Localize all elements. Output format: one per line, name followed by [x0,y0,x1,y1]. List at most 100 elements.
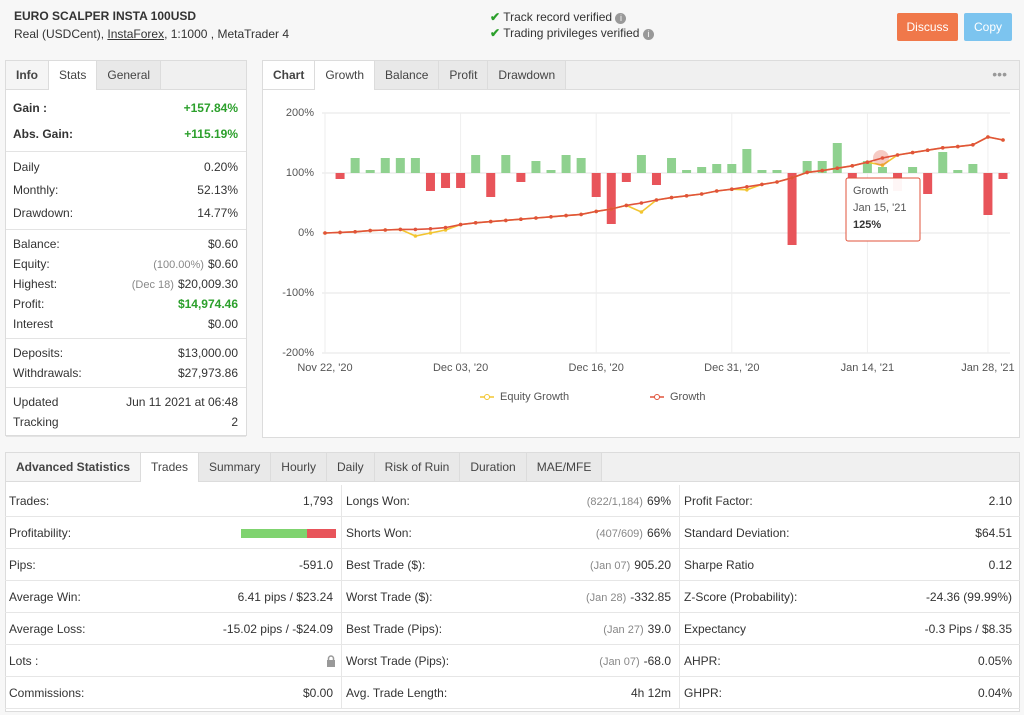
stat-row: Daily 0.20% [6,156,246,179]
copy-button[interactable]: Copy [964,13,1012,41]
adv-row: Best Trade ($): (Jan 07) 905.20 [342,549,679,581]
tab[interactable]: Balance [375,61,440,89]
x-tick-label: Jan 28, '21 [961,362,1014,374]
point [654,198,659,202]
bar [636,155,646,173]
adv-label: Trades: [9,494,50,508]
bar [938,152,948,173]
stat-row: Abs. Gain: +115.19% [6,121,246,147]
adv-value: -0.3 Pips / $8.35 [924,622,1012,636]
stat-value-wrap: (100.00%) $0.60 [153,254,238,274]
adv-label: Worst Trade ($): [346,590,433,604]
menu-dots[interactable]: ••• [992,66,1007,82]
adv-value-wrap: (Jan 27) 39.0 [603,613,671,644]
point [971,143,975,147]
adv-value: -332.85 [630,590,671,604]
tab[interactable]: Risk of Ruin [374,453,461,481]
point [820,168,824,173]
broker-link[interactable]: InstaForex [107,27,165,41]
point [413,234,418,238]
account-details: , 1:1000 , MetaTrader 4 [164,27,290,41]
adv-value-wrap: (Jan 07) -68.0 [599,645,671,676]
adv-value: -68.0 [643,654,671,668]
stat-row: Updated Jun 11 2021 at 06:48 [6,392,246,412]
bar [501,155,511,173]
adv-label: Avg. Trade Length: [346,686,448,700]
bar [787,173,797,245]
adv-value-wrap: 1,793 [303,485,333,516]
tab[interactable]: General [97,61,162,89]
adv-value-wrap: $0.00 [303,677,333,708]
point [910,150,915,155]
tab[interactable]: Drawdown [488,61,567,89]
adv-label: Lots : [9,654,39,668]
stat-value-wrap: $0.60 [208,234,238,254]
point [639,201,644,205]
bar [621,173,631,182]
tab[interactable]: Summary [198,453,272,481]
adv-value: -591.0 [298,558,333,572]
adv-value-wrap: 0.12 [989,549,1012,580]
bar [350,158,360,173]
stat-row: Balance: $0.60 [6,234,246,254]
bar [606,173,616,224]
adv-label: Commissions: [9,686,85,700]
adv-row: Sharpe Ratio 0.12 [680,549,1020,581]
tab[interactable]: MAE/MFE [526,453,603,481]
tab[interactable]: Profit [439,61,489,89]
tab[interactable]: Growth [315,61,376,90]
adv-value: 905.20 [634,558,671,572]
bar [998,173,1008,179]
stat-label: Drawdown: [13,206,74,220]
point [549,215,553,219]
stat-value: Jun 11 2021 at 06:48 [126,395,238,409]
stat-value-wrap: 0.20% [204,156,238,179]
bar [817,161,827,173]
point [488,219,493,224]
adv-label: Best Trade ($): [346,558,426,572]
advanced-panel: Advanced Statistics Trades Summary Hourly Da… [5,452,1020,712]
legend-label: Equity Growth [500,391,569,403]
adv-value-wrap: 2.10 [989,485,1012,516]
point [338,230,342,235]
info-tabs: Info Stats General [6,61,246,90]
legend-marker [654,394,660,400]
tab[interactable]: Info [6,61,49,89]
tab[interactable]: Duration [460,453,527,481]
y-tick-label: -200% [282,347,314,359]
discuss-button[interactable]: Discuss [897,13,958,41]
verifications: ✔ Track record verified i ✔ Trading priv… [490,9,654,41]
bar [908,167,918,173]
point [805,170,809,175]
stat-value-wrap: +157.84% [184,95,238,121]
tab[interactable]: Daily [326,453,375,481]
adv-label: Expectancy [684,622,747,636]
adv-value-wrap: 0.05% [978,645,1012,676]
tab[interactable]: Trades [141,453,199,482]
tab[interactable]: Hourly [271,453,327,481]
stat-value: $0.60 [207,257,238,271]
tab[interactable]: Chart [263,61,316,89]
account-info: Real (USDCent), InstaForex, 1:1000 , Met… [14,27,289,41]
info-rows: Gain : +157.84% Abs. Gain: +115.19% Daily 0.2… [6,91,246,437]
stat-value: +157.84% [183,101,238,115]
adv-note: (407/609) [595,528,643,540]
bar [546,170,556,173]
point [519,217,523,221]
stat-row: Withdrawals: $27,973.86 [6,363,246,383]
bar [335,173,345,179]
point [940,146,945,150]
adv-value: -24.36 (99.99%) [925,590,1012,604]
point [745,188,749,192]
point [368,228,373,233]
stat-value-wrap: $0.00 [208,314,238,334]
point [428,227,433,231]
stat-value: $27,973.86 [177,366,238,380]
point [398,227,403,232]
stat-label: Daily [13,160,40,174]
stat-label: Abs. Gain: [13,127,74,141]
account-type: Real (USDCent), [14,27,105,41]
stat-label: Updated [13,395,59,409]
bar [877,167,887,173]
tab[interactable]: Stats [49,61,98,90]
